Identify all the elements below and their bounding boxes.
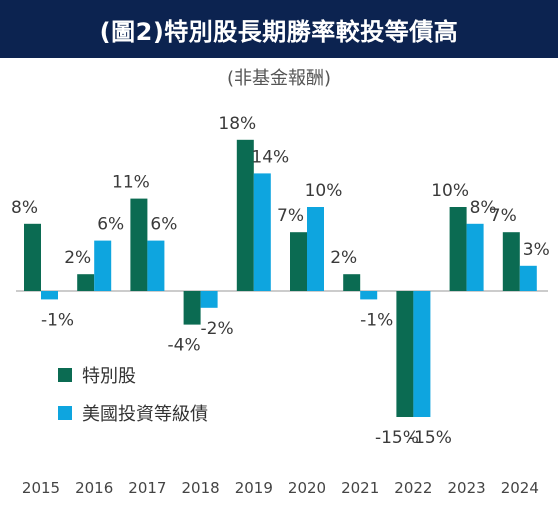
- bar-ig-bonds-2024: [519, 265, 537, 291]
- bar-ig-bonds-2021: [360, 291, 378, 300]
- bar-ig-bonds-2015: [41, 291, 58, 300]
- data-label-ig-bonds-2023: 8%: [470, 198, 497, 218]
- data-label-ig-bonds-2021: -1%: [360, 310, 393, 330]
- bar-preferred-2020: [290, 232, 307, 291]
- data-label-preferred-2016: 2%: [64, 248, 91, 268]
- data-label-ig-bonds-2015: -1%: [41, 310, 74, 330]
- bar-preferred-2022: [396, 291, 414, 417]
- data-label-ig-bonds-2024: 3%: [523, 240, 550, 260]
- legend-label-preferred: 特別股: [82, 366, 136, 387]
- data-label-ig-bonds-2019: 14%: [251, 147, 289, 167]
- data-label-preferred-2020: 7%: [277, 206, 304, 226]
- bar-preferred-2024: [502, 232, 520, 291]
- legend-swatch-preferred: [58, 368, 72, 382]
- data-label-preferred-2017: 11%: [112, 173, 150, 193]
- x-tick-label-2020: 2020: [288, 479, 326, 497]
- bar-ig-bonds-2023: [466, 223, 484, 291]
- x-tick-label-2018: 2018: [182, 479, 220, 497]
- data-label-ig-bonds-2018: -2%: [201, 319, 234, 339]
- data-label-preferred-2021: 2%: [330, 248, 357, 268]
- bar-ig-bonds-2022: [413, 291, 431, 417]
- bar-preferred-2018: [183, 291, 201, 325]
- bar-preferred-2017: [130, 198, 148, 291]
- x-tick-label-2017: 2017: [128, 479, 166, 497]
- chart-subtitle: (非基金報酬): [226, 68, 332, 89]
- bar-ig-bonds-2016: [94, 240, 112, 291]
- bar-ig-bonds-2020: [307, 207, 324, 291]
- data-label-preferred-2022: -15%: [375, 428, 419, 448]
- x-tick-label-2024: 2024: [501, 479, 539, 497]
- chart-title: (圖2)特別股長期勝率較投等債高: [0, 0, 558, 58]
- bar-ig-bonds-2018: [200, 291, 218, 308]
- bar-ig-bonds-2017: [147, 240, 165, 291]
- x-tick-label-2022: 2022: [394, 479, 432, 497]
- data-label-ig-bonds-2016: 6%: [97, 215, 124, 235]
- x-tick-label-2016: 2016: [75, 479, 113, 497]
- data-label-preferred-2019: 18%: [218, 114, 256, 134]
- data-label-preferred-2024: 7%: [490, 206, 517, 226]
- data-label-preferred-2015: 8%: [11, 198, 38, 218]
- legend-label-ig-bonds: 美國投資等級債: [82, 404, 208, 425]
- legend-item-preferred: 特別股: [58, 360, 208, 390]
- data-label-ig-bonds-2017: 6%: [150, 215, 177, 235]
- data-label-ig-bonds-2020: 10%: [305, 181, 343, 201]
- bar-preferred-2021: [343, 274, 361, 291]
- bar-preferred-2016: [77, 274, 95, 291]
- bar-preferred-2019: [236, 139, 254, 291]
- data-label-preferred-2023: 10%: [431, 181, 469, 201]
- data-label-preferred-2018: -4%: [168, 336, 201, 356]
- bar-preferred-2015: [24, 223, 41, 291]
- bar-preferred-2023: [449, 207, 467, 291]
- x-tick-label-2019: 2019: [235, 479, 273, 497]
- bar-ig-bonds-2019: [253, 173, 271, 291]
- legend: 特別股 美國投資等級債: [58, 360, 208, 436]
- x-tick-label-2023: 2023: [448, 479, 486, 497]
- legend-item-ig-bonds: 美國投資等級債: [58, 398, 208, 428]
- x-tick-label-2021: 2021: [341, 479, 379, 497]
- data-label-ig-bonds-2022: -15%: [408, 428, 452, 448]
- x-tick-label-2015: 2015: [22, 479, 60, 497]
- legend-swatch-ig-bonds: [58, 406, 72, 420]
